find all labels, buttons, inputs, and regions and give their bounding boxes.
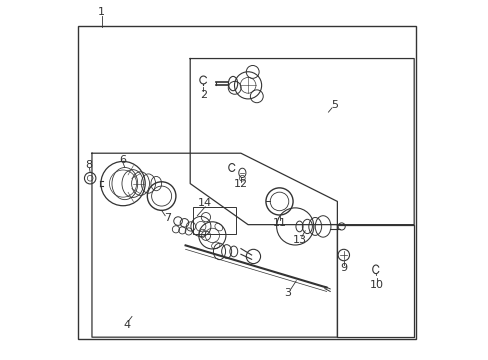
Text: 11: 11 xyxy=(272,218,286,228)
Bar xyxy=(192,207,235,234)
Text: 7: 7 xyxy=(163,213,170,223)
Text: 10: 10 xyxy=(369,280,383,291)
Text: 8: 8 xyxy=(85,160,92,170)
Text: 12: 12 xyxy=(233,179,247,189)
Text: 3: 3 xyxy=(284,288,291,297)
Text: 4: 4 xyxy=(123,320,130,330)
Text: 9: 9 xyxy=(340,263,346,273)
Text: 14: 14 xyxy=(198,198,212,208)
Text: 13: 13 xyxy=(292,235,306,245)
Text: 6: 6 xyxy=(119,155,125,165)
Text: 5: 5 xyxy=(330,100,337,110)
Text: 2: 2 xyxy=(200,90,206,100)
Bar xyxy=(78,26,415,339)
Text: 1: 1 xyxy=(98,7,105,17)
